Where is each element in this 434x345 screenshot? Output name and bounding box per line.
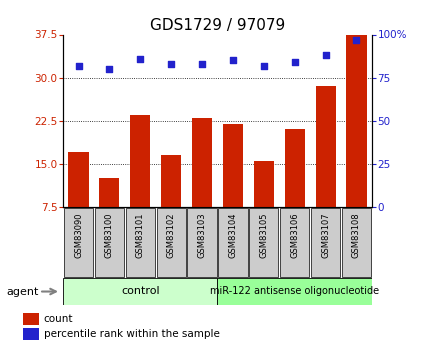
Bar (222, 124, 243, 207)
Bar (99, 178, 119, 207)
Text: GSM83105: GSM83105 (259, 213, 268, 258)
Text: agent: agent (7, 287, 39, 296)
FancyBboxPatch shape (95, 208, 124, 277)
FancyBboxPatch shape (217, 278, 371, 305)
Text: GSM83108: GSM83108 (351, 213, 360, 258)
Text: miR-122 antisense oligonucleotide: miR-122 antisense oligonucleotide (210, 286, 378, 296)
Bar (253, 161, 273, 207)
Text: GSM83103: GSM83103 (197, 213, 206, 258)
FancyBboxPatch shape (218, 208, 247, 277)
Text: GSM83104: GSM83104 (228, 213, 237, 258)
Bar (130, 115, 150, 207)
Point (291, 59, 298, 65)
Bar (23, 313, 39, 325)
FancyBboxPatch shape (156, 208, 185, 277)
Bar (315, 86, 335, 207)
Text: GSM83107: GSM83107 (320, 213, 329, 258)
Text: GSM83090: GSM83090 (74, 213, 83, 258)
Text: percentile rank within the sample: percentile rank within the sample (43, 329, 219, 339)
Point (106, 66, 113, 72)
Text: count: count (43, 314, 73, 324)
FancyBboxPatch shape (310, 208, 339, 277)
Point (352, 37, 359, 42)
Text: control: control (121, 286, 159, 296)
Text: GSM83106: GSM83106 (289, 213, 299, 258)
Bar (68, 152, 89, 207)
FancyBboxPatch shape (249, 208, 278, 277)
Title: GDS1729 / 97079: GDS1729 / 97079 (150, 18, 284, 33)
FancyBboxPatch shape (125, 208, 155, 277)
Point (229, 58, 236, 63)
Point (198, 61, 205, 67)
FancyBboxPatch shape (341, 208, 370, 277)
Point (322, 52, 329, 58)
Point (168, 61, 174, 67)
Text: GSM83102: GSM83102 (166, 213, 175, 258)
FancyBboxPatch shape (187, 208, 216, 277)
Point (260, 63, 267, 68)
Bar (345, 34, 366, 207)
Bar (23, 328, 39, 340)
Bar (284, 129, 304, 207)
Text: GSM83101: GSM83101 (135, 213, 145, 258)
Text: GSM83100: GSM83100 (105, 213, 114, 258)
Bar (161, 155, 181, 207)
FancyBboxPatch shape (64, 208, 93, 277)
Bar (191, 118, 212, 207)
Point (75, 63, 82, 68)
Point (137, 56, 144, 61)
FancyBboxPatch shape (279, 208, 309, 277)
FancyBboxPatch shape (63, 278, 217, 305)
